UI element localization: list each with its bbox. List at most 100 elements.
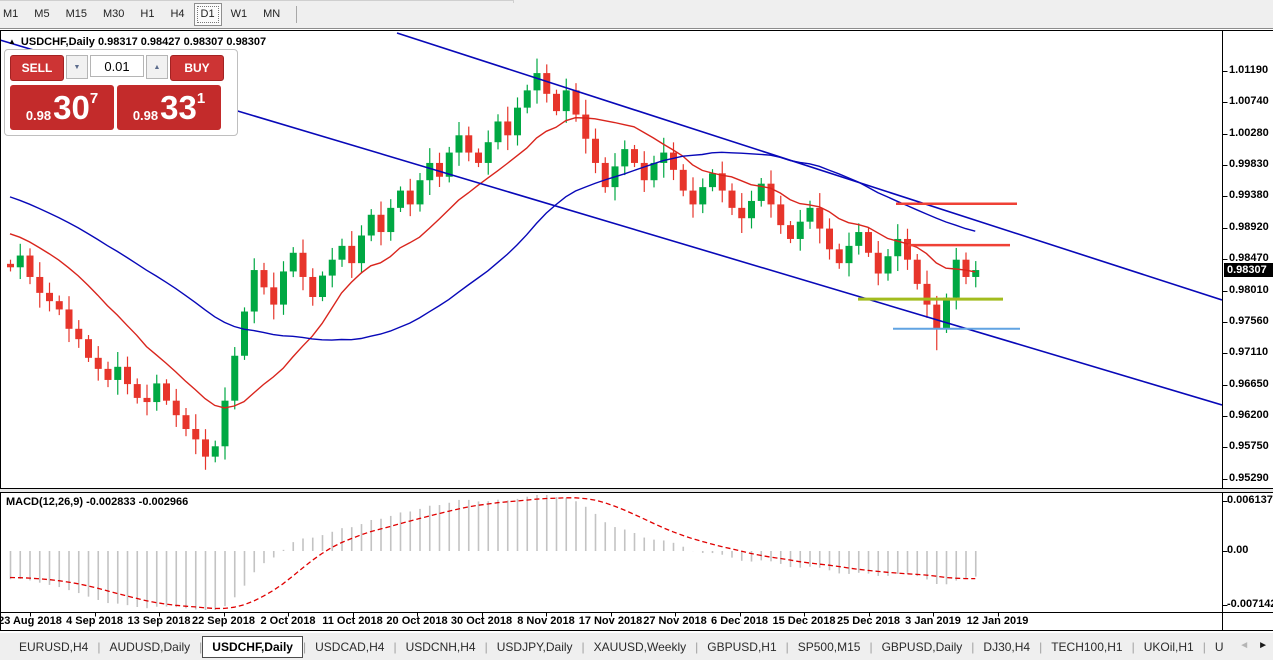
tab-dj30-h4[interactable]: DJ30,H4 (983, 639, 1031, 654)
tab-separator: | (869, 639, 873, 654)
date-tick-label: 17 Nov 2018 (578, 615, 643, 627)
price-tick-label: 0.98470 (1229, 252, 1269, 264)
current-price-tag: 0.98307 (1224, 263, 1273, 277)
buy-price-point: 1 (196, 90, 206, 107)
tab-usdjpy-daily[interactable]: USDJPY,Daily (496, 639, 573, 654)
macd-indicator-label: MACD(12,26,9) -0.002833 -0.002966 (6, 496, 189, 508)
price-tick-label: 0.98920 (1229, 220, 1269, 233)
date-tick-label: 23 Aug 2018 (0, 615, 62, 627)
timeframe-button-m5[interactable]: M5 (34, 8, 50, 20)
buy-price-pips: 33 (160, 89, 197, 126)
price-tick-label: 0.96200 (1229, 408, 1269, 421)
timeframe-button-d1[interactable]: D1 (193, 2, 222, 26)
triangle-down-icon: ▼ (73, 63, 81, 71)
buy-button[interactable]: BUY (170, 55, 224, 81)
buy-price-button[interactable]: 0.98 33 1 (117, 85, 221, 130)
date-tick-label: 8 Nov 2018 (517, 615, 575, 627)
macd-tick-label: -0.007142 (1227, 598, 1273, 610)
tab-scroll-arrows: ◄ ► (1239, 640, 1268, 651)
date-tick-label: 12 Jan 2019 (966, 615, 1029, 627)
toolbar-groove (0, 0, 514, 3)
tab-separator: | (971, 639, 975, 654)
chart-tab-bar: EURUSD,H4 | AUDUSD,Daily | USDCHF,Daily | USDC… (0, 633, 1273, 660)
timeframe-button-m1[interactable]: M1 (3, 8, 19, 20)
tab-tech100-h1[interactable]: TECH100,H1 (1051, 639, 1123, 654)
sell-button[interactable]: SELL (10, 55, 64, 81)
timeframe-toolbar: M1 M5 M15 M30 H1 H4 D1 W1 MN (0, 0, 1273, 29)
timeframe-button-m15[interactable]: M15 (65, 8, 87, 20)
tab-separator: | (1202, 639, 1206, 654)
date-tick-label: 13 Sep 2018 (127, 615, 191, 627)
tab-ukoil-h1[interactable]: UKOil,H1 (1143, 639, 1194, 654)
timeframe-buttons: M1 M5 M15 M30 H1 H4 D1 W1 MN (0, 2, 288, 26)
price-tick-label: 0.97560 (1229, 314, 1269, 327)
price-tick-label: 0.98010 (1229, 283, 1269, 296)
lot-size-input[interactable] (90, 55, 144, 77)
collapse-triangle-icon[interactable]: ▲ (8, 37, 16, 46)
price-tick-label: 1.00280 (1229, 126, 1269, 139)
sell-price-button[interactable]: 0.98 30 7 (10, 85, 114, 130)
date-tick-label: 3 Jan 2019 (905, 615, 961, 627)
date-tick-label: 20 Oct 2018 (386, 615, 448, 627)
chart-header: ▲ USDCHF,Daily 0.98317 0.98427 0.98307 0… (8, 36, 266, 48)
one-click-trading-panel: SELL ▼ ▲ BUY 0.98 30 7 0.98 33 1 (4, 49, 238, 136)
price-tick-label: 0.96650 (1229, 377, 1269, 390)
date-tick-label: 25 Dec 2018 (837, 615, 900, 627)
date-tick-label: 15 Dec 2018 (772, 615, 836, 627)
tab-gbpusd-daily[interactable]: GBPUSD,Daily (881, 639, 963, 654)
price-tick-label: 1.01190 (1229, 64, 1269, 77)
tab-separator: | (393, 639, 397, 654)
tab-separator: | (97, 639, 101, 654)
tab-usdcnh-h4[interactable]: USDCNH,H4 (405, 639, 476, 654)
price-tick-label: 0.99380 (1229, 189, 1269, 202)
scroll-tabs-left-icon[interactable]: ◄ (1239, 640, 1250, 651)
timeframe-button-h1[interactable]: H1 (140, 8, 155, 20)
scroll-tabs-right-icon[interactable]: ► (1258, 640, 1268, 651)
date-tick-label: 30 Oct 2018 (450, 615, 513, 627)
price-tick-label: 0.95290 (1229, 471, 1269, 484)
date-tick-label: 6 Dec 2018 (711, 615, 768, 627)
date-tick-label: 22 Sep 2018 (192, 615, 255, 627)
chart-tabs: EURUSD,H4 | AUDUSD,Daily | USDCHF,Daily | USDC… (10, 635, 1233, 658)
tab-separator: | (484, 639, 488, 654)
lot-increase-button[interactable]: ▲ (146, 55, 168, 79)
timeframe-button-m30[interactable]: M30 (102, 8, 125, 20)
date-tick-label: 27 Nov 2018 (643, 615, 707, 627)
tab-xauusd-weekly[interactable]: XAUUSD,Weekly (593, 639, 687, 654)
lot-decrease-button[interactable]: ▼ (66, 55, 88, 79)
tab-separator: | (1131, 639, 1135, 654)
timeframe-button-h4[interactable]: H4 (170, 8, 185, 20)
tab-u[interactable]: U (1214, 639, 1224, 654)
tab-audusd-daily[interactable]: AUDUSD,Daily (109, 639, 191, 654)
toolbar-divider (296, 5, 298, 23)
symbol-ohlc-text: USDCHF,Daily 0.98317 0.98427 0.98307 0.9… (20, 36, 267, 48)
sell-price-point: 7 (89, 90, 99, 107)
tab-separator: | (785, 639, 789, 654)
price-tick-label: 1.00740 (1229, 95, 1269, 108)
tab-usdcad-h4[interactable]: USDCAD,H4 (315, 639, 385, 654)
price-tick-label: 0.99830 (1229, 158, 1269, 170)
tab-usdchf-daily[interactable]: USDCHF,Daily (202, 635, 303, 658)
tab-separator: | (199, 639, 203, 654)
macd-tick-label: 0.00 (1227, 544, 1249, 556)
tab-gbpusd-h1[interactable]: GBPUSD,H1 (707, 639, 777, 654)
timeframe-button-w1[interactable]: W1 (230, 8, 248, 20)
tab-sp500-m15[interactable]: SP500,M15 (797, 639, 861, 654)
tab-separator: | (581, 639, 585, 654)
tab-eurusd-h4[interactable]: EURUSD,H4 (19, 639, 89, 654)
date-tick-label: 4 Sep 2018 (66, 615, 123, 627)
macd-tick-label: 0.006137 (1227, 494, 1273, 506)
sell-price-pips: 30 (53, 89, 90, 126)
price-tick-label: 0.95750 (1229, 439, 1269, 452)
timeframe-button-mn[interactable]: MN (263, 8, 281, 20)
sell-price-base: 0.98 (25, 108, 52, 123)
price-tick-label: 0.97110 (1229, 345, 1269, 358)
tab-separator: | (695, 639, 699, 654)
date-tick-label: 2 Oct 2018 (260, 615, 316, 627)
buy-price-base: 0.98 (132, 108, 159, 123)
triangle-up-icon: ▲ (153, 63, 161, 71)
tab-separator: | (302, 639, 307, 654)
tab-separator: | (1039, 639, 1043, 654)
